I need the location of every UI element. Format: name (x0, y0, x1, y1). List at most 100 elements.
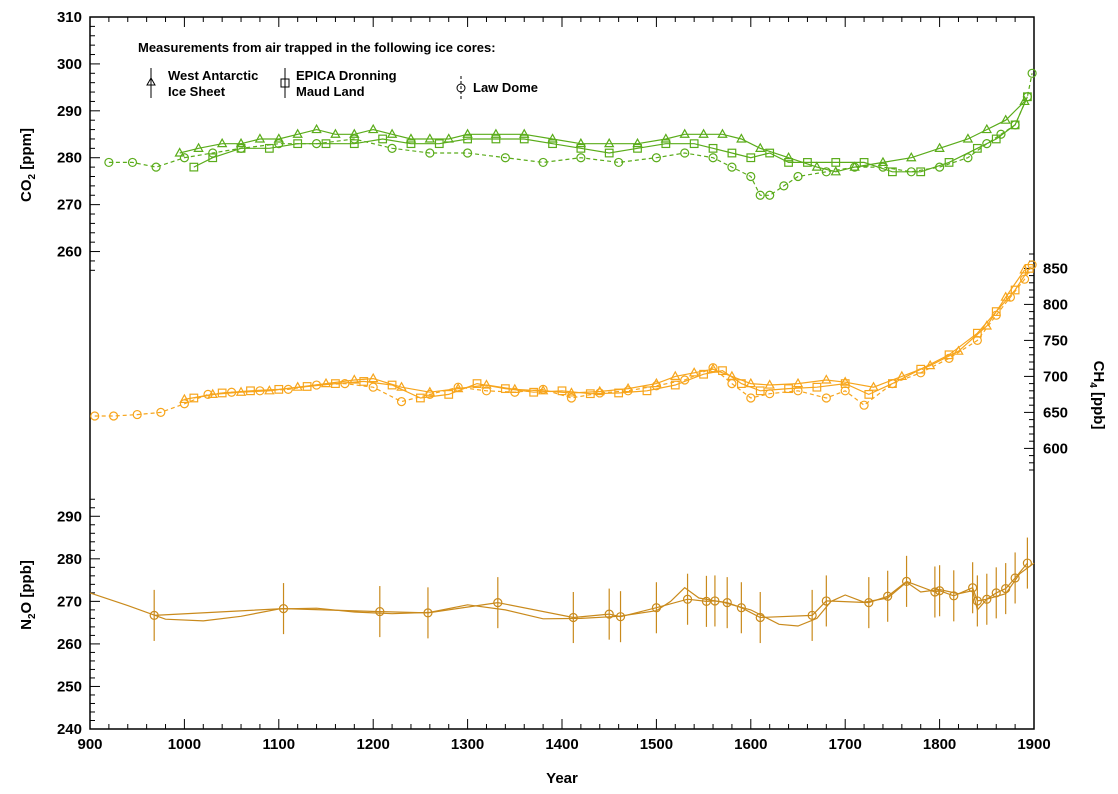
circle-marker (1010, 573, 1020, 583)
circle-marker (614, 157, 624, 168)
square-marker (812, 382, 822, 392)
square-marker (321, 139, 331, 149)
circle-marker (710, 596, 720, 606)
ch4-y-tick-label: 850 (1043, 260, 1068, 277)
legend-entry-west-antarctic: West Antarctic Ice Sheet (146, 68, 258, 99)
circle-marker (500, 153, 510, 163)
triangle-marker (603, 137, 615, 148)
ch4-label-main: CH (1090, 361, 1107, 383)
circle-marker (934, 162, 945, 172)
co2-y-tick-label: 300 (57, 56, 82, 73)
triangle-marker (839, 376, 851, 386)
square-marker (491, 134, 501, 144)
triangle-marker (367, 372, 379, 383)
circle-marker (425, 389, 435, 399)
circle-marker (156, 407, 166, 417)
legend-title: Measurements from air trapped in the fol… (138, 40, 496, 55)
circle-marker (1022, 92, 1032, 102)
circle-marker (996, 129, 1006, 139)
co2-axis-label: CO2 [ppm] (18, 128, 38, 202)
square-marker (387, 380, 397, 390)
square-marker (444, 390, 454, 399)
triangle-marker (349, 374, 360, 384)
circle-marker (104, 157, 114, 168)
circle-marker (595, 388, 605, 398)
triangle-marker (386, 128, 398, 138)
n2o-label-unit: O [ppb] (18, 560, 35, 613)
circle-marker (821, 596, 831, 606)
square-marker (463, 134, 472, 144)
co2-y-tick-label: 270 (57, 197, 82, 214)
circle-marker (510, 387, 520, 397)
circle-marker (453, 382, 463, 392)
triangle-marker (481, 379, 492, 389)
legend-entry-epica: EPICA Dronning Maud Land (280, 68, 397, 99)
co2-series (189, 92, 1032, 177)
triangle-marker (934, 142, 945, 152)
circle-marker (727, 162, 737, 172)
circle-marker (255, 386, 265, 396)
circle-marker (493, 598, 503, 608)
legend-label-epica-1: EPICA Dronning (296, 68, 397, 83)
triangle-marker (962, 133, 974, 143)
circle-marker (1019, 274, 1030, 284)
x-tick-label: 1900 (1017, 736, 1050, 753)
circle-marker (850, 162, 860, 172)
square-marker (529, 387, 539, 397)
square-marker (585, 389, 595, 399)
co2-y-tick-label: 280 (57, 150, 82, 167)
triangle-marker (906, 151, 917, 162)
square-marker-icon (280, 78, 290, 88)
ch4-series (90, 260, 1037, 421)
triangle-marker (424, 133, 436, 143)
axis-ticks (89, 16, 1035, 730)
triangle-marker (679, 128, 690, 138)
circle-marker (680, 148, 690, 158)
triangle-marker (688, 367, 700, 377)
circle-marker (203, 389, 213, 399)
circle-marker (604, 609, 614, 619)
square-marker (784, 158, 793, 167)
circle-marker (151, 162, 161, 172)
circle-marker (1005, 292, 1016, 302)
circle-marker (90, 411, 100, 421)
triangle-marker (292, 381, 303, 391)
square-marker (944, 158, 954, 167)
triangle-marker (396, 381, 407, 391)
square-marker (708, 143, 718, 153)
circle-marker (906, 167, 916, 177)
ch4-series-line (184, 269, 1026, 400)
circle-marker (779, 181, 789, 191)
square-marker (349, 139, 359, 149)
x-tick-label: 1500 (640, 736, 673, 753)
triangle-marker (254, 133, 266, 143)
x-tick-label: 1100 (263, 736, 296, 753)
square-marker (576, 143, 586, 153)
square-marker (718, 366, 727, 376)
circle-marker (746, 171, 756, 182)
square-marker (689, 139, 699, 149)
circle-marker (727, 379, 737, 389)
ch4-y-tick-label: 600 (1043, 440, 1068, 457)
triangle-marker (216, 137, 228, 148)
circle-marker (108, 411, 119, 421)
triangle-marker (1000, 114, 1011, 124)
legend-label-epica-2: Maud Land (296, 84, 365, 99)
n2o-y-tick-label: 280 (57, 551, 82, 568)
triangle-marker (811, 161, 823, 171)
circle-marker (755, 612, 765, 623)
circle-marker (538, 384, 548, 394)
circle-marker (878, 162, 888, 172)
circle-marker (793, 386, 803, 396)
circle-marker (944, 353, 954, 363)
triangle-marker (273, 133, 285, 143)
circle-marker (972, 596, 982, 606)
triangle-marker (868, 381, 879, 391)
square-marker (434, 139, 444, 149)
square-marker (208, 153, 218, 163)
triangle-marker-icon (146, 76, 156, 86)
circle-marker (1010, 120, 1020, 130)
square-marker (944, 350, 954, 360)
n2o-y-tick-label: 270 (57, 593, 82, 610)
